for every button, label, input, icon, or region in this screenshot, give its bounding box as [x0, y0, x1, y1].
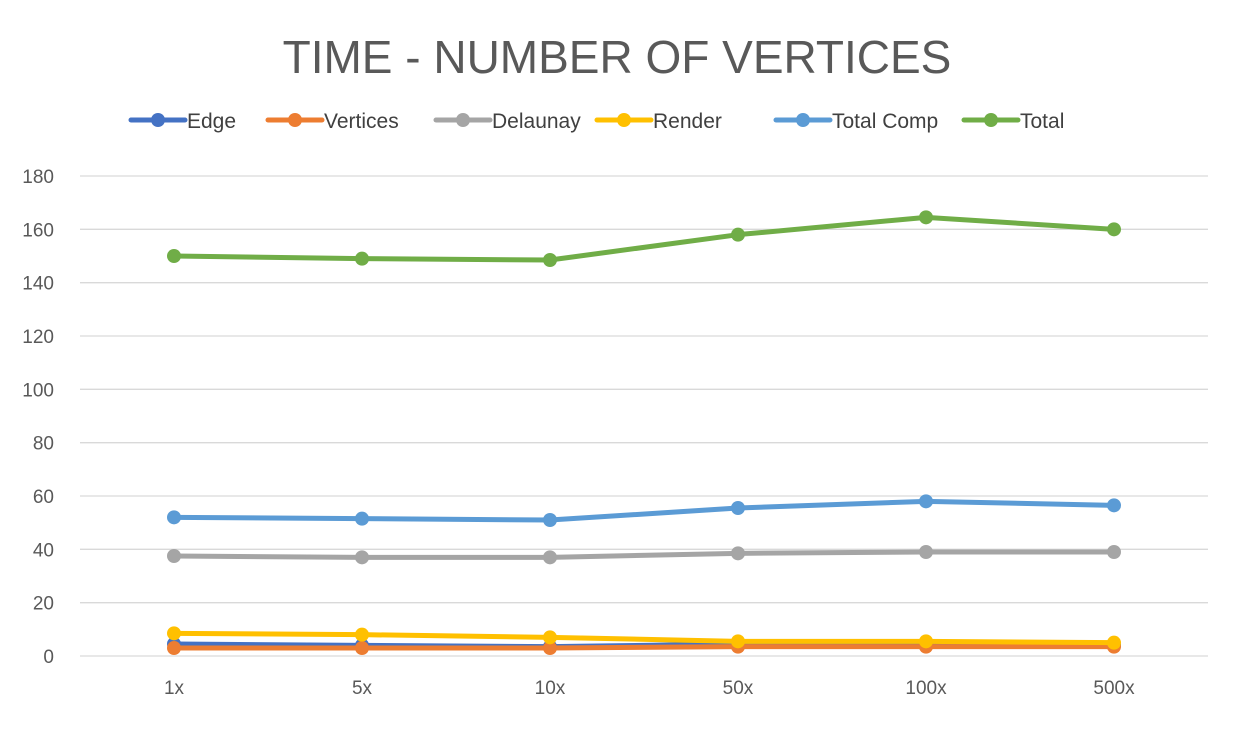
data-point — [731, 501, 745, 515]
data-point — [355, 511, 369, 526]
y-tick-label: 60 — [33, 487, 54, 508]
data-point — [731, 227, 745, 242]
series-render — [167, 626, 1121, 650]
chart-title: TIME - NUMBER OF VERTICES — [283, 31, 952, 83]
legend-item: Delaunay — [433, 110, 581, 133]
data-point — [167, 641, 181, 655]
data-point — [543, 253, 557, 267]
data-point — [1107, 222, 1121, 237]
data-point — [355, 641, 369, 655]
y-axis-ticks: 0 20 40 60 80 100 120 140 160 180 — [22, 167, 54, 668]
legend-label: Total Comp — [832, 110, 938, 133]
data-point — [167, 249, 181, 263]
legend-item: Edge — [128, 110, 236, 133]
legend-marker — [288, 113, 302, 127]
series-delaunay — [167, 545, 1121, 565]
y-tick-label: 140 — [22, 274, 54, 295]
data-point — [919, 634, 933, 649]
x-axis-ticks: 1x 5x 10x 50x 100x 500x — [164, 678, 1135, 699]
series-line — [171, 644, 1117, 651]
legend-item: Vertices — [265, 110, 399, 133]
x-tick-label: 500x — [1093, 678, 1135, 699]
data-point — [543, 513, 557, 527]
legend-item: Render — [594, 110, 722, 133]
data-point — [355, 627, 369, 642]
data-point — [919, 545, 933, 559]
y-tick-label: 100 — [22, 380, 54, 401]
y-tick-label: 80 — [33, 434, 54, 455]
x-tick-label: 50x — [723, 678, 754, 699]
data-point — [731, 546, 745, 561]
data-point — [1107, 545, 1121, 559]
legend-marker — [456, 113, 470, 127]
data-point — [1107, 635, 1121, 650]
series-line — [171, 549, 1117, 560]
legend-item: Total — [961, 110, 1064, 133]
legend-marker — [984, 113, 998, 127]
data-point — [919, 210, 933, 225]
legend-marker — [796, 113, 810, 127]
data-point — [731, 634, 745, 649]
data-point — [167, 549, 181, 563]
data-point — [167, 626, 181, 641]
series-line — [171, 630, 1117, 646]
gridlines — [80, 175, 1208, 657]
data-point — [543, 550, 557, 565]
legend-label: Total — [1020, 110, 1064, 133]
series-lines — [167, 210, 1121, 655]
data-point — [543, 641, 557, 655]
y-tick-label: 120 — [22, 327, 54, 348]
legend-marker — [151, 113, 165, 127]
x-tick-label: 100x — [905, 678, 947, 699]
x-tick-label: 10x — [535, 678, 566, 699]
data-point — [1107, 498, 1121, 513]
data-point — [919, 494, 933, 509]
y-tick-label: 40 — [33, 540, 54, 561]
legend-label: Edge — [187, 110, 236, 133]
y-tick-label: 0 — [43, 647, 54, 668]
legend-label: Delaunay — [492, 110, 581, 133]
series-line — [171, 498, 1117, 523]
legend: Edge Vertices Delaunay Render Total Comp Tota… — [128, 110, 1064, 133]
data-point — [355, 251, 369, 266]
series-total-comp — [167, 494, 1121, 527]
y-tick-label: 20 — [33, 594, 54, 615]
y-tick-label: 160 — [22, 220, 54, 241]
legend-label: Vertices — [324, 110, 399, 133]
x-tick-label: 1x — [164, 678, 185, 699]
data-point — [355, 550, 369, 565]
data-point — [543, 630, 557, 645]
x-tick-label: 5x — [352, 678, 373, 699]
data-point — [167, 510, 181, 525]
series-total — [167, 210, 1121, 267]
series-line — [171, 214, 1117, 263]
legend-item: Total Comp — [773, 110, 938, 133]
legend-label: Render — [653, 110, 722, 133]
y-tick-label: 180 — [22, 167, 54, 188]
legend-marker — [617, 113, 631, 127]
